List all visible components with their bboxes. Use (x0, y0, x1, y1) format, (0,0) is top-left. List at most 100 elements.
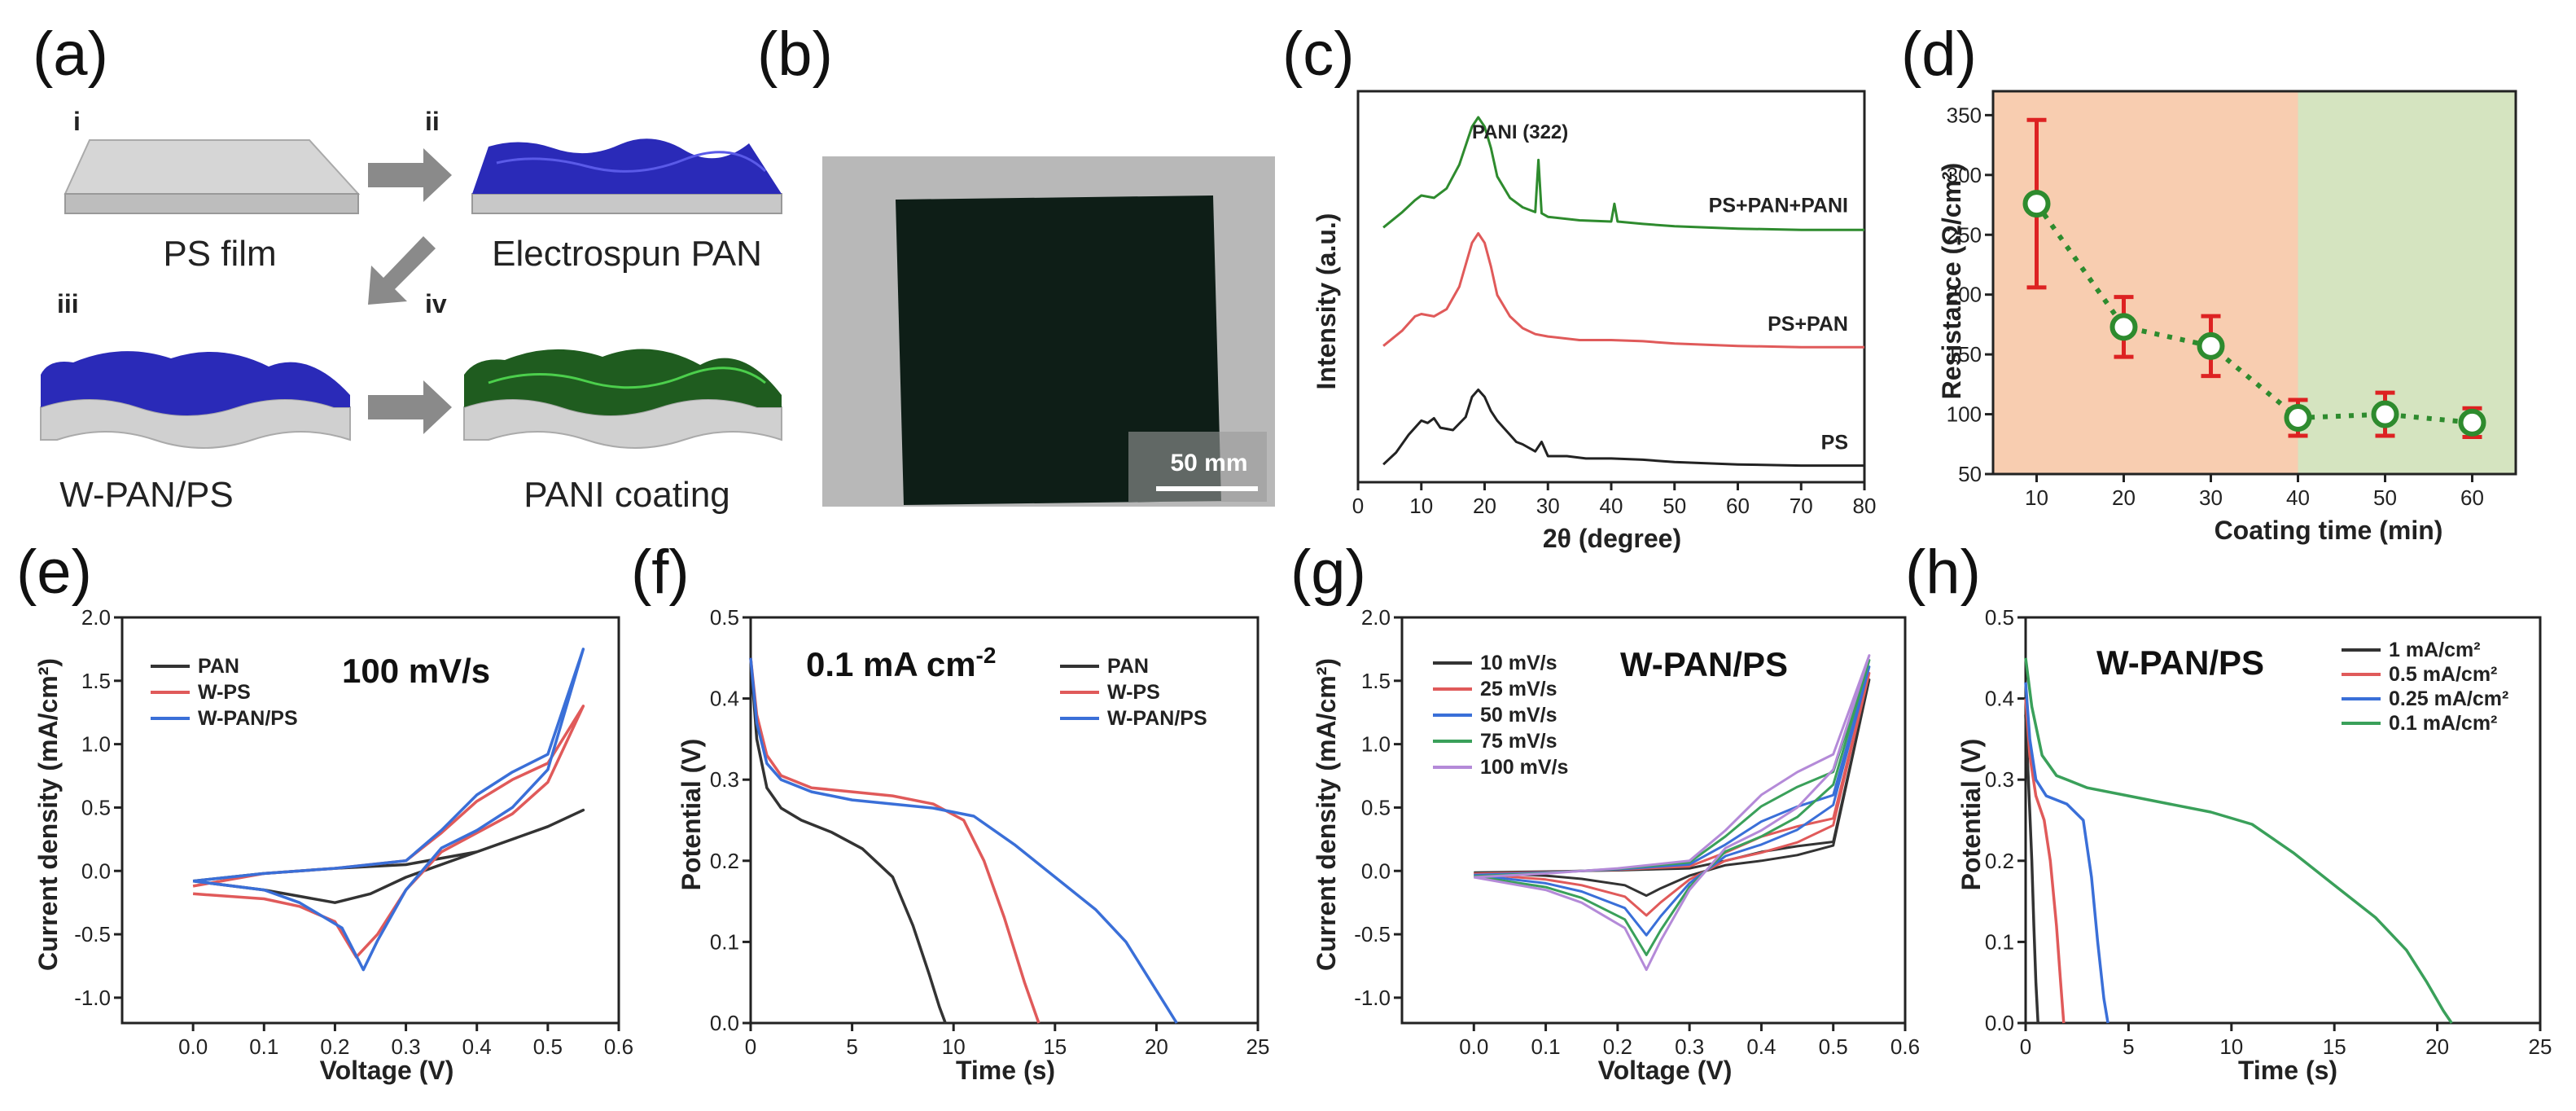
panel-g: (g) Current density (mA/cm²) Voltage (V)… (1290, 538, 1920, 1085)
y-tick-label: 0.5 (710, 605, 739, 630)
x-axis-label: Time (s) (2238, 1056, 2337, 1085)
resistance-plot: 10 20 30 40 50 60 50 100 150 200 250 300 350 (1947, 90, 2517, 510)
gcd-plot-f: 0 5 10 15 20 25 0.0 0.1 0.2 0.3 0.4 0.5 PAN W-PS W-PAN… (710, 605, 1270, 1059)
arrow-diagonal-icon (368, 236, 436, 305)
y-tick-label: 0.2 (710, 849, 739, 873)
x-tick-label: 25 (2529, 1034, 2552, 1059)
panel-c-label: (c) (1282, 20, 1355, 89)
caption-ps-film: PS film (163, 234, 276, 274)
panel-b-label: (b) (757, 20, 833, 89)
x-tick-label: 0.4 (1746, 1034, 1776, 1059)
y-tick-label: 0.5 (1985, 605, 2014, 630)
y-tick-label: 50 (1958, 462, 1982, 486)
x-tick-label: 0.3 (1675, 1034, 1704, 1059)
panel-e: (e) Current density (mA/cm²) Voltage (V)… (16, 538, 633, 1085)
step-iii-label: iii (57, 289, 79, 318)
panel-c: (c) Intensity (a.u.) 2θ (degree) 0 10 20 30… (1282, 20, 1876, 553)
y-tick-label: -1.0 (1354, 986, 1391, 1010)
y-tick-label: 0.3 (1985, 767, 2014, 792)
x-tick-label: 0.4 (462, 1034, 492, 1059)
series-label: PS (1821, 431, 1848, 454)
cv-plot-e: 0.0 0.1 0.2 0.3 0.4 0.5 0.6 -1.0 -0.5 0.0 0.5 1.0 1.… (74, 605, 633, 1059)
x-tick-label: 10 (1409, 494, 1433, 518)
y-tick-label: 0.2 (1985, 849, 2014, 873)
caption-pani-coating: PANI coating (524, 475, 730, 515)
x-tick-label: 10 (2219, 1034, 2243, 1059)
legend-label: 10 mV/s (1480, 652, 1557, 674)
y-axis-label: Current density (mA/cm²) (33, 658, 63, 971)
step-ii-label: ii (425, 107, 440, 136)
cv-rate-series-line (1474, 665, 1871, 937)
x-tick-label: 0.6 (604, 1034, 633, 1059)
x-tick-label: 0.2 (1603, 1034, 1632, 1059)
x-tick-label: 0.3 (391, 1034, 420, 1059)
panel-f: (f) Potential (V) Time (s) 0 5 10 15 20 25 0.0… (631, 538, 1269, 1085)
plot-frame (1356, 90, 1866, 484)
y-tick-label: -1.0 (74, 986, 111, 1010)
pani-peak-annotation: PANI (322) (1472, 121, 1568, 143)
y-tick-label: 2.0 (1361, 605, 1391, 630)
chart-title: W-PAN/PS (2096, 643, 2264, 682)
panel-g-label: (g) (1290, 538, 1366, 607)
step-i-label: i (73, 107, 81, 136)
x-tick-label: 15 (1043, 1034, 1067, 1059)
cv-rate-series-line (1474, 659, 1871, 956)
plot-frame (120, 616, 620, 1025)
scale-bar-label: 50 mm (1170, 450, 1247, 476)
plot-frame (749, 616, 1260, 1025)
panel-h-label: (h) (1905, 538, 1981, 607)
cv-plot-g: 0.0 0.1 0.2 0.3 0.4 0.5 0.6 -1.0 -0.5 0.0 0.5 1.0 1.… (1354, 605, 1920, 1059)
series-label: PS+PAN+PANI (1709, 194, 1848, 217)
caption-electrospun-pan: Electrospun PAN (492, 234, 762, 274)
y-tick-label: 0.1 (1985, 929, 2014, 954)
chart-title: W-PAN/PS (1620, 645, 1788, 683)
data-point (2371, 400, 2399, 428)
pani-sample-photo (896, 195, 1221, 505)
panel-e-label: (e) (16, 538, 92, 607)
legend-label: 0.1 mA/cm² (2389, 712, 2497, 735)
x-tick-label: 70 (1790, 494, 1813, 518)
arrow-right-icon (368, 380, 452, 434)
x-axis-label: Voltage (V) (1598, 1056, 1733, 1085)
panel-a: (a) i ii iii iv PS film Electrospun PAN … (33, 20, 782, 515)
legend-label: 50 mV/s (1480, 704, 1557, 727)
y-tick-label: 250 (1947, 222, 1982, 247)
xrd-series-line (1382, 116, 1864, 231)
y-tick-label: 1.0 (1361, 732, 1391, 757)
y-tick-label: 0.0 (710, 1011, 739, 1035)
y-tick-label: 1.0 (81, 732, 111, 757)
x-axis-label: Time (s) (956, 1056, 1055, 1085)
y-tick-label: 100 (1947, 402, 1982, 427)
gcd-rate-series-line (2024, 682, 2109, 1024)
x-tick-label: 0.0 (178, 1034, 208, 1059)
x-tick-label: 10 (2025, 485, 2048, 510)
x-tick-label: 40 (2286, 485, 2310, 510)
legend-label: W-PS (1107, 681, 1160, 704)
electrospun-pan-illustration (471, 138, 782, 214)
y-tick-label: 0.5 (81, 795, 111, 819)
plot-frame (1400, 616, 1907, 1025)
cv-rate-series-line (1474, 654, 1871, 972)
gcd-series-line (749, 657, 947, 1024)
legend-label: W-PAN/PS (1107, 707, 1207, 730)
x-tick-label: 0 (1352, 494, 1364, 518)
y-axis-label: Current density (mA/cm²) (1312, 658, 1341, 971)
x-tick-label: 5 (2123, 1034, 2134, 1059)
y-tick-label: 150 (1947, 342, 1982, 367)
step-iv-label: iv (425, 289, 447, 318)
gcd-rate-series-line (2024, 657, 2453, 1024)
caption-w-pan-ps: W-PAN/PS (59, 475, 234, 515)
w-pan-ps-illustration (40, 351, 351, 449)
legend-label: PAN (198, 655, 239, 678)
panel-h: (h) Potential (V) Time (s) 0 5 10 15 20 25 0.0… (1905, 538, 2552, 1085)
x-tick-label: 0.5 (533, 1034, 563, 1059)
panel-f-label: (f) (631, 538, 690, 607)
x-tick-label: 20 (1473, 494, 1496, 518)
y-tick-label: 0.4 (1985, 687, 2014, 711)
gcd-series-line (749, 657, 1040, 1024)
gcd-rate-series-line (2024, 714, 2039, 1024)
y-axis-label: Resistance (Ω/cm²) (1937, 163, 1966, 400)
x-tick-label: 0.1 (249, 1034, 278, 1059)
pani-coating-illustration (463, 349, 782, 449)
y-tick-label: 200 (1947, 283, 1982, 307)
